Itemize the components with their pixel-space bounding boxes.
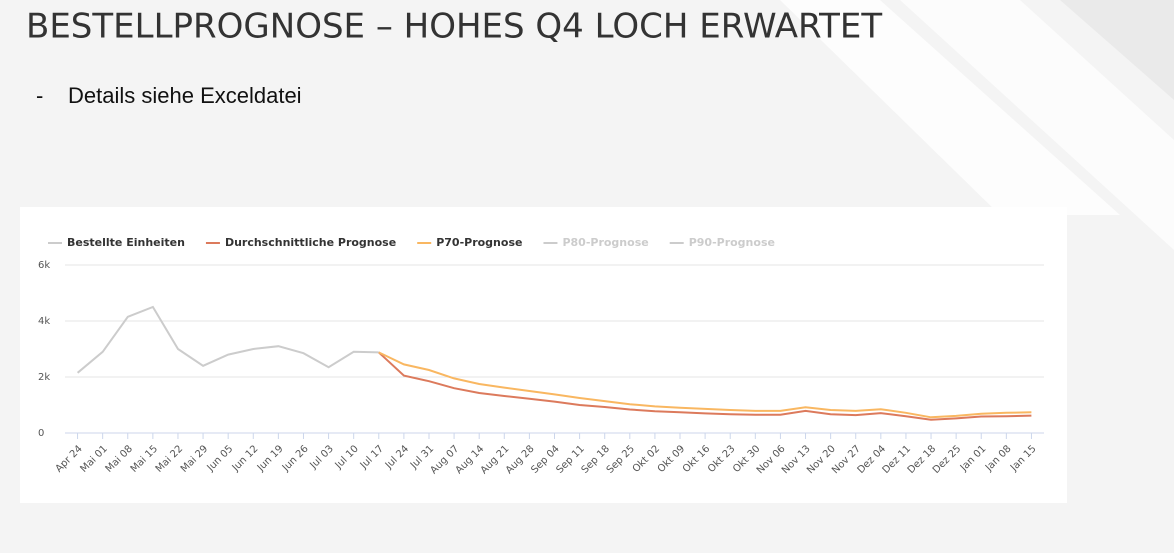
y-tick-label: 0 [38, 428, 44, 439]
bullet-dash: - [36, 83, 43, 108]
bullet-text: Details siehe Exceldatei [68, 83, 302, 108]
series-line [378, 351, 1032, 421]
legend-label: P80-Prognose [562, 236, 648, 249]
legend-label: P90-Prognose [689, 236, 775, 249]
legend-label: Durchschnittliche Prognose [225, 236, 396, 249]
decor-stripe [900, 0, 1174, 250]
legend-label: Bestellte Einheiten [67, 236, 185, 249]
slide-title: BESTELLPROGNOSE – HOHES Q4 LOCH ERWARTET [26, 7, 882, 47]
y-tick-label: 6k [38, 260, 50, 271]
decor-stripe [780, 0, 1120, 215]
series-line [76, 305, 379, 374]
y-tick-label: 4k [38, 316, 50, 327]
series-line [378, 351, 1032, 419]
y-tick-label: 2k [38, 372, 50, 383]
chart-area [20, 207, 1067, 503]
decor-stripe [1060, 0, 1174, 100]
legend-label: P70-Prognose [436, 236, 522, 249]
